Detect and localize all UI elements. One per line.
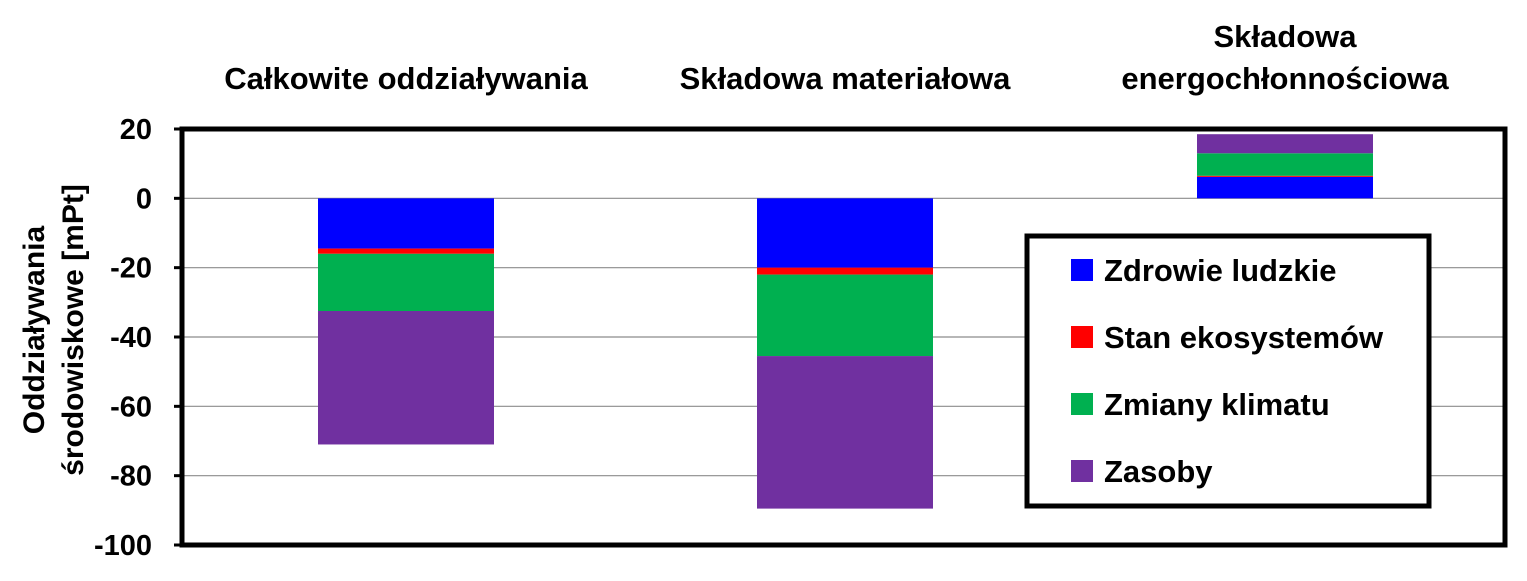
bar-segment	[757, 267, 933, 275]
bar-segment	[318, 248, 494, 254]
bar-segment	[318, 253, 494, 311]
bar-segment	[1197, 176, 1373, 199]
y-tick-label: 0	[136, 183, 152, 215]
category-label: Składowa materiałowa	[680, 61, 1012, 96]
legend-swatch	[1071, 393, 1093, 415]
legend-label: Zmiany klimatu	[1104, 387, 1330, 422]
legend-label: Zasoby	[1104, 454, 1213, 489]
plot-border	[179, 126, 1508, 548]
category-label: Całkowite oddziaływania	[224, 61, 588, 96]
y-tick-label: -60	[110, 391, 152, 423]
bar-segment	[1197, 175, 1373, 177]
category-label: Składowa	[1214, 19, 1358, 54]
legend-label: Stan ekosystemów	[1104, 320, 1384, 355]
y-tick-label: -80	[110, 461, 152, 493]
bar-segment	[318, 311, 494, 445]
legend-box	[1024, 233, 1432, 509]
y-tick-label: -100	[94, 530, 152, 562]
bar-segment	[1197, 134, 1373, 154]
bar-segment	[318, 198, 494, 249]
y-tick-label: -20	[110, 253, 152, 285]
category-label: energochłonnościowa	[1121, 61, 1449, 96]
bar-segment	[757, 274, 933, 357]
legend-swatch	[1071, 460, 1093, 482]
bar-segment	[757, 356, 933, 509]
y-tick-label: 20	[120, 114, 152, 146]
bar-segment	[757, 198, 933, 268]
y-axis-label: Oddziaływania	[18, 225, 51, 434]
legend-swatch	[1071, 259, 1093, 281]
y-axis-label: środowiskowe [mPt]	[57, 184, 90, 476]
legend-swatch	[1071, 326, 1093, 348]
bar-segment	[1197, 153, 1373, 176]
y-tick-label: -40	[110, 322, 152, 354]
legend-label: Zdrowie ludzkie	[1104, 253, 1337, 288]
